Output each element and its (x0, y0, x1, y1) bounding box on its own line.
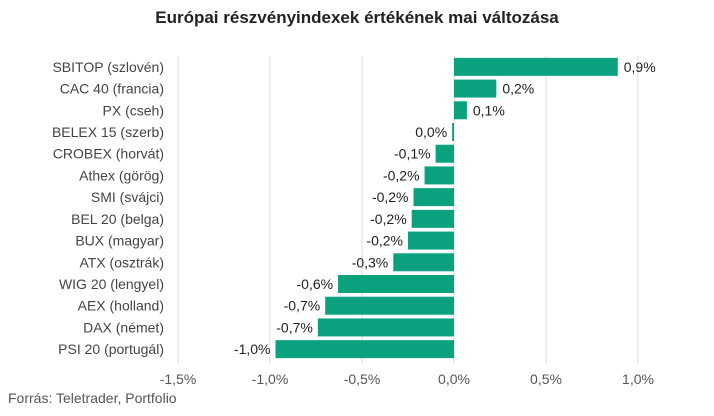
value-label: -0,3% (352, 254, 389, 270)
chart-title: Európai részvényindexek értékének mai vá… (155, 8, 559, 27)
x-tick-label: -1,5% (160, 371, 197, 387)
x-tick-label: -0,5% (344, 371, 381, 387)
bar (454, 79, 497, 98)
value-label: -0,2% (366, 233, 403, 249)
bar (275, 340, 454, 359)
value-label: 0,1% (473, 102, 505, 118)
value-label: 0,9% (624, 59, 656, 75)
value-label: -1,0% (234, 341, 271, 357)
category-label: Athex (görög) (79, 167, 164, 183)
bar (317, 318, 454, 337)
bar (338, 275, 454, 293)
category-label: CROBEX (horvát) (53, 146, 164, 162)
bar (408, 231, 454, 250)
category-label: CAC 40 (francia) (60, 81, 164, 97)
category-label: BUX (magyar) (75, 233, 164, 249)
bar (452, 123, 454, 141)
category-label: BEL 20 (belga) (71, 211, 164, 227)
value-label: 0,2% (502, 81, 534, 97)
category-label: WIG 20 (lengyel) (59, 276, 164, 292)
bar (411, 209, 454, 228)
bar (424, 166, 454, 185)
value-label: -0,7% (284, 298, 321, 314)
bar (454, 101, 467, 120)
category-label: ATX (osztrák) (79, 254, 164, 270)
bar (393, 253, 454, 272)
category-label: DAX (német) (83, 319, 164, 335)
bar (454, 57, 618, 76)
category-label: AEX (holland) (78, 298, 164, 314)
x-tick-label: 0,0% (438, 371, 470, 387)
bar (435, 144, 454, 163)
category-label: BELEX 15 (szerb) (52, 124, 164, 140)
source-note: Forrás: Teletrader, Portfolio (8, 390, 177, 406)
value-label: -0,2% (370, 211, 407, 227)
category-label: PX (cseh) (103, 102, 164, 118)
x-tick-label: 0,5% (530, 371, 562, 387)
category-label: PSI 20 (portugál) (58, 341, 164, 357)
category-label: SBITOP (szlovén) (52, 59, 164, 75)
value-label: -0,6% (297, 276, 334, 292)
value-label: -0,2% (383, 167, 420, 183)
bar (325, 296, 454, 315)
x-tick-label: 1,0% (622, 371, 654, 387)
x-tick-label: -1,0% (252, 371, 289, 387)
value-label: 0,0% (415, 124, 447, 140)
value-label: -0,2% (372, 189, 409, 205)
value-label: -0,1% (394, 146, 431, 162)
value-label: -0,7% (276, 319, 313, 335)
bar (413, 188, 454, 207)
category-label: SMI (svájci) (91, 189, 164, 205)
